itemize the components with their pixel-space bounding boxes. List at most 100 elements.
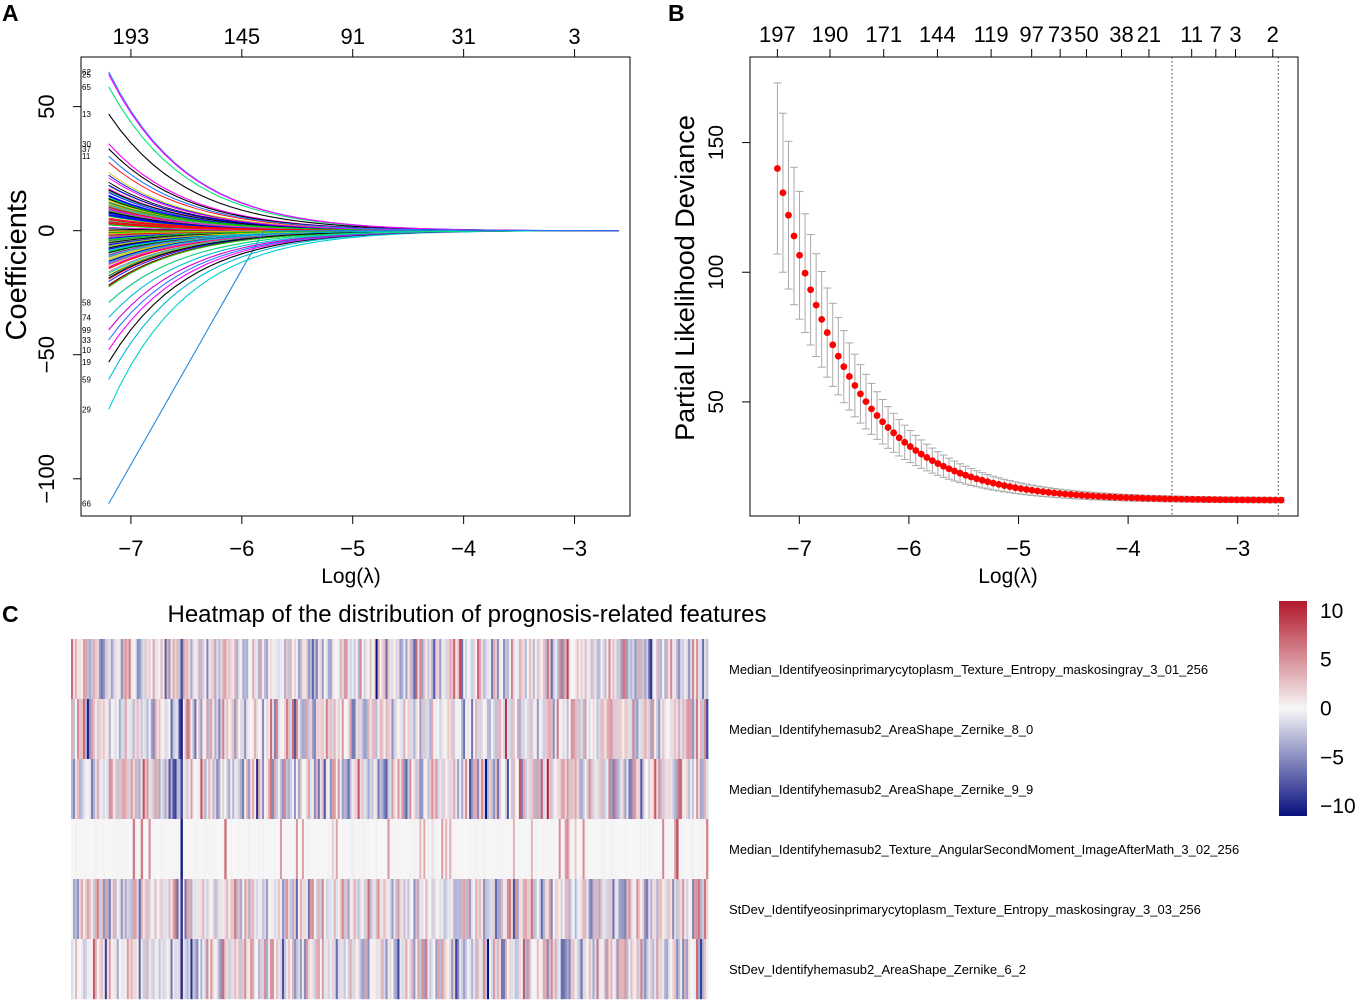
- heatmap-cell: [471, 939, 474, 1000]
- heatmap-cell: [80, 819, 84, 880]
- heatmap-cell: [140, 699, 144, 760]
- heatmap-cell: [491, 759, 494, 820]
- heatmap-cell: [417, 819, 420, 880]
- heatmap-cell: [455, 939, 458, 1000]
- heatmap-cell: [108, 699, 112, 760]
- heatmap-cell: [602, 939, 605, 1000]
- heatmap-cell: [168, 879, 171, 940]
- heatmap-cell: [343, 639, 347, 700]
- deviance-point: [1078, 491, 1086, 499]
- heatmap-cell: [706, 819, 709, 880]
- heatmap-cell: [124, 939, 128, 1000]
- heatmap-cell: [662, 939, 665, 1000]
- heatmap-cell: [309, 759, 313, 820]
- heatmap-cell: [459, 699, 462, 760]
- deviance-point: [906, 443, 914, 450]
- heatmap-row-label: Median_Identifyhemasub2_Texture_AngularS…: [729, 842, 1239, 857]
- heatmap-cell: [136, 819, 140, 880]
- heatmap-cell: [598, 939, 601, 1000]
- heatmap-cell: [538, 759, 542, 820]
- heatmap-cell: [295, 939, 299, 1000]
- heatmap-cell: [399, 759, 402, 820]
- heatmap-cell: [502, 759, 506, 820]
- heatmap-cell: [345, 879, 349, 940]
- heatmap-cell: [453, 699, 456, 760]
- deviance-point: [1155, 495, 1163, 503]
- heatmap-cell: [648, 939, 651, 1000]
- heatmap-cell: [198, 759, 201, 820]
- heatmap-cell: [502, 939, 506, 1000]
- heatmap-cell: [240, 819, 243, 880]
- heatmap-cell: [194, 759, 197, 820]
- heatmap-cell: [399, 879, 402, 940]
- heatmap-cell: [176, 819, 179, 880]
- heatmap-cell: [152, 939, 156, 1000]
- heatmap-cell: [158, 639, 161, 700]
- heatmap-cell: [524, 639, 528, 700]
- heatmap-cell: [586, 639, 589, 700]
- heatmap-cell: [477, 819, 480, 880]
- heatmap-cell: [260, 939, 263, 1000]
- heatmap-cell: [158, 939, 161, 1000]
- heatmap-cell: [706, 879, 709, 940]
- heatmap-cell: [558, 939, 562, 1000]
- heatmap-cell: [485, 819, 488, 880]
- heatmap-cell: [592, 879, 595, 940]
- heatmap-cell: [421, 819, 424, 880]
- heatmap-cell: [479, 639, 482, 700]
- heatmap-cell: [670, 639, 673, 700]
- heatmap-cell: [96, 819, 100, 880]
- heatmap-cell: [544, 879, 548, 940]
- heatmap-cell: [202, 759, 205, 820]
- heatmap-cell: [383, 759, 386, 820]
- heatmap-cell: [546, 759, 550, 820]
- heatmap-cell: [264, 819, 267, 880]
- heatmap-cell: [104, 759, 108, 820]
- heatmap-cell: [654, 939, 657, 1000]
- heatmap-cell: [170, 879, 173, 940]
- deviance-point: [1277, 496, 1285, 504]
- heatmap-cell: [206, 759, 209, 820]
- heatmap-cell: [548, 819, 552, 880]
- heatmap-cell: [429, 819, 432, 880]
- deviance-point: [818, 315, 826, 323]
- heatmap-cell: [188, 759, 191, 820]
- heatmap-cell: [580, 819, 583, 880]
- heatmap-cell: [295, 639, 299, 700]
- heatmap-cell: [236, 939, 239, 1000]
- heatmap-cell: [142, 879, 146, 940]
- heatmap-cell: [297, 939, 301, 1000]
- heatmap-cell: [640, 879, 643, 940]
- heatmap-cell: [393, 819, 396, 880]
- heatmap-cell: [656, 939, 659, 1000]
- heatmap-cell: [572, 759, 576, 820]
- heatmap-cell: [349, 879, 353, 940]
- heatmap-cell: [238, 699, 241, 760]
- heatmap-cell: [226, 639, 229, 700]
- heatmap-cell: [363, 699, 367, 760]
- heatmap-cell: [508, 639, 512, 700]
- deviance-point: [912, 447, 920, 454]
- heatmap-cell: [574, 819, 578, 880]
- heatmap-cell: [628, 879, 631, 940]
- y-tick-label-a: 50: [34, 94, 59, 118]
- heatmap-cell: [556, 879, 560, 940]
- heatmap-cell: [379, 699, 382, 760]
- heatmap-cell: [421, 879, 424, 940]
- heatmap-cell: [578, 939, 581, 1000]
- heatmap-cell: [258, 939, 261, 1000]
- heatmap-cell: [586, 879, 589, 940]
- heatmap-cell: [383, 639, 386, 700]
- heatmap-cell: [457, 879, 460, 940]
- heatmap-cell: [88, 939, 92, 1000]
- heatmap-cell: [309, 879, 313, 940]
- heatmap-cell: [278, 759, 281, 820]
- heatmap-cell: [477, 639, 480, 700]
- deviance-point: [1100, 493, 1108, 501]
- heatmap-cell: [254, 879, 257, 940]
- heatmap-cell: [351, 819, 355, 880]
- heatmap-cell: [134, 639, 138, 700]
- heatmap-cell: [114, 939, 118, 1000]
- heatmap-cell: [584, 819, 587, 880]
- heatmap-cell: [172, 939, 175, 1000]
